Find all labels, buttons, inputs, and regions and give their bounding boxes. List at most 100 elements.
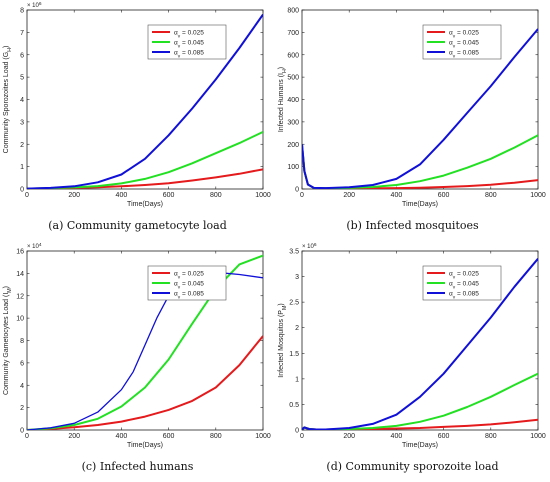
panel-c: 0 200 400 600 800 1000 0 2 4 6 8 10 12 14 16 × 104 Time(… bbox=[0, 241, 275, 482]
series-line-2 bbox=[27, 13, 263, 189]
plot-frame bbox=[26, 9, 264, 190]
y-tick-label: 400 bbox=[287, 97, 299, 104]
x-tick-label: 400 bbox=[391, 192, 403, 199]
series-line-2 bbox=[302, 28, 538, 189]
y-tick-label: 600 bbox=[287, 52, 299, 59]
x-tick-label: 200 bbox=[343, 192, 355, 199]
x-tick-label: 600 bbox=[438, 433, 450, 440]
x-tick-label: 400 bbox=[116, 192, 128, 199]
series-line-2 bbox=[302, 258, 538, 430]
y-tick-label: 2 bbox=[20, 142, 24, 149]
y-tick-label: 1.5 bbox=[289, 351, 299, 358]
y-tick-label: 700 bbox=[287, 30, 299, 37]
y-tick-label: 0 bbox=[295, 428, 299, 435]
x-tick-label: 800 bbox=[485, 192, 497, 199]
y-tick-label: 300 bbox=[287, 119, 299, 126]
x-tick-label: 1000 bbox=[255, 433, 271, 440]
y-tick-label: 0 bbox=[20, 428, 24, 435]
y-tick-label: 3 bbox=[20, 119, 24, 126]
y-tick-label: 5 bbox=[20, 75, 24, 82]
y-tick-label: 4 bbox=[20, 383, 24, 390]
y-tick-label: 0 bbox=[295, 187, 299, 194]
y-tick-label: 2 bbox=[295, 325, 299, 332]
plot-frame bbox=[301, 250, 539, 431]
caption-b: (b) Infected mosquitoes bbox=[346, 219, 479, 232]
x-tick-label: 600 bbox=[163, 192, 175, 199]
x-tick-label: 0 bbox=[25, 192, 29, 199]
x-tick-label: 800 bbox=[210, 433, 222, 440]
y-tick-label: 2.5 bbox=[289, 300, 299, 307]
y-tick-label: 14 bbox=[16, 271, 24, 278]
x-axis-label: Time(Days) bbox=[127, 442, 163, 449]
caption-a: (a) Community gametocyte load bbox=[48, 219, 227, 232]
y-axis-label: Infected Mosquitos (PM) bbox=[278, 303, 288, 377]
x-tick-label: 200 bbox=[343, 433, 355, 440]
x-tick-label: 1000 bbox=[530, 192, 546, 199]
y-tick-label: 6 bbox=[20, 360, 24, 367]
x-axis-label: Time(Days) bbox=[402, 201, 438, 208]
x-tick-label: 0 bbox=[300, 192, 304, 199]
x-axis-label: Time(Days) bbox=[402, 442, 438, 449]
y-tick-label: 7 bbox=[20, 30, 24, 37]
y-tick-label: 500 bbox=[287, 75, 299, 82]
x-tick-label: 400 bbox=[116, 433, 128, 440]
x-axis-label: Time(Days) bbox=[127, 201, 163, 208]
caption-c: (c) Infected humans bbox=[81, 460, 194, 473]
y-tick-label: 100 bbox=[287, 164, 299, 171]
y-tick-label: 200 bbox=[287, 142, 299, 149]
y-tick-label: 0.5 bbox=[289, 402, 299, 409]
legend-label-1: αv = 0.045 bbox=[174, 280, 204, 290]
x-tick-label: 600 bbox=[438, 192, 450, 199]
legend-label-1: αv = 0.045 bbox=[449, 39, 479, 49]
y-axis-label: Community Gametocytes Load (IM) bbox=[3, 286, 13, 395]
x-tick-label: 0 bbox=[25, 433, 29, 440]
y-tick-label: 0 bbox=[20, 187, 24, 194]
axis-multiplier: × 106 bbox=[302, 242, 317, 251]
legend-label-2: αv = 0.085 bbox=[174, 49, 204, 59]
y-tick-label: 4 bbox=[20, 97, 24, 104]
panel-b: 0 200 400 600 800 1000 0 100 200 300 400 500 600 700 8… bbox=[275, 0, 550, 241]
x-tick-label: 800 bbox=[210, 192, 222, 199]
y-tick-label: 8 bbox=[20, 338, 24, 345]
y-axis-label: Infected Humans (IH) bbox=[278, 67, 288, 132]
x-tick-label: 200 bbox=[68, 192, 80, 199]
x-tick-label: 800 bbox=[485, 433, 497, 440]
series-line-0 bbox=[27, 335, 263, 430]
legend-label-2: αv = 0.085 bbox=[449, 290, 479, 300]
legend-label-1: αv = 0.045 bbox=[174, 39, 204, 49]
caption-d: (d) Community sporozoite load bbox=[326, 460, 499, 473]
legend-label-2: αv = 0.085 bbox=[449, 49, 479, 59]
axis-multiplier: × 104 bbox=[27, 242, 42, 251]
y-tick-label: 6 bbox=[20, 52, 24, 59]
x-tick-label: 200 bbox=[68, 433, 80, 440]
x-tick-label: 1000 bbox=[530, 433, 546, 440]
y-axis-label: Community Sporozoites Load (GH) bbox=[3, 46, 13, 154]
x-tick-label: 400 bbox=[391, 433, 403, 440]
chart-d: 0 200 400 600 800 1000 0 0.5 1 1.5 2 2.5 3 3.5× 106 Ti… bbox=[278, 242, 546, 450]
chart-c: 0 200 400 600 800 1000 0 2 4 6 8 10 12 14 16× 104 Time(… bbox=[3, 242, 271, 450]
x-tick-label: 0 bbox=[300, 433, 304, 440]
chart-a: 0 200 400 600 800 1000 0 1 2 3 4 5 6 7 8× 106 Time(Days… bbox=[3, 1, 271, 209]
legend-label-0: αv = 0.025 bbox=[449, 29, 479, 39]
legend-label-0: αv = 0.025 bbox=[174, 270, 204, 280]
y-tick-label: 2 bbox=[20, 405, 24, 412]
y-tick-label: 3.5 bbox=[289, 249, 299, 256]
y-tick-label: 10 bbox=[16, 316, 24, 323]
plot-frame bbox=[301, 9, 539, 190]
x-tick-label: 1000 bbox=[255, 192, 271, 199]
axis-multiplier: × 106 bbox=[27, 1, 42, 10]
chart-b: 0 200 400 600 800 1000 0 100 200 300 400 500 600 700 8… bbox=[278, 8, 546, 209]
legend-label-0: αv = 0.025 bbox=[174, 29, 204, 39]
panel-a: 0 200 400 600 800 1000 0 1 2 3 4 5 6 7 8 × 106 Time(Days… bbox=[0, 0, 275, 241]
y-tick-label: 800 bbox=[287, 8, 299, 15]
x-tick-label: 600 bbox=[163, 433, 175, 440]
legend-label-2: αv = 0.085 bbox=[174, 290, 204, 300]
y-tick-label: 1 bbox=[20, 164, 24, 171]
legend-label-0: αv = 0.025 bbox=[449, 270, 479, 280]
y-tick-label: 8 bbox=[20, 8, 24, 15]
y-tick-label: 12 bbox=[16, 293, 24, 300]
panel-d: 0 200 400 600 800 1000 0 0.5 1 1.5 2 2.5 3 3.5 × 106 Ti… bbox=[275, 241, 550, 482]
y-tick-label: 1 bbox=[295, 376, 299, 383]
legend-label-1: αv = 0.045 bbox=[449, 280, 479, 290]
y-tick-label: 16 bbox=[16, 249, 24, 256]
